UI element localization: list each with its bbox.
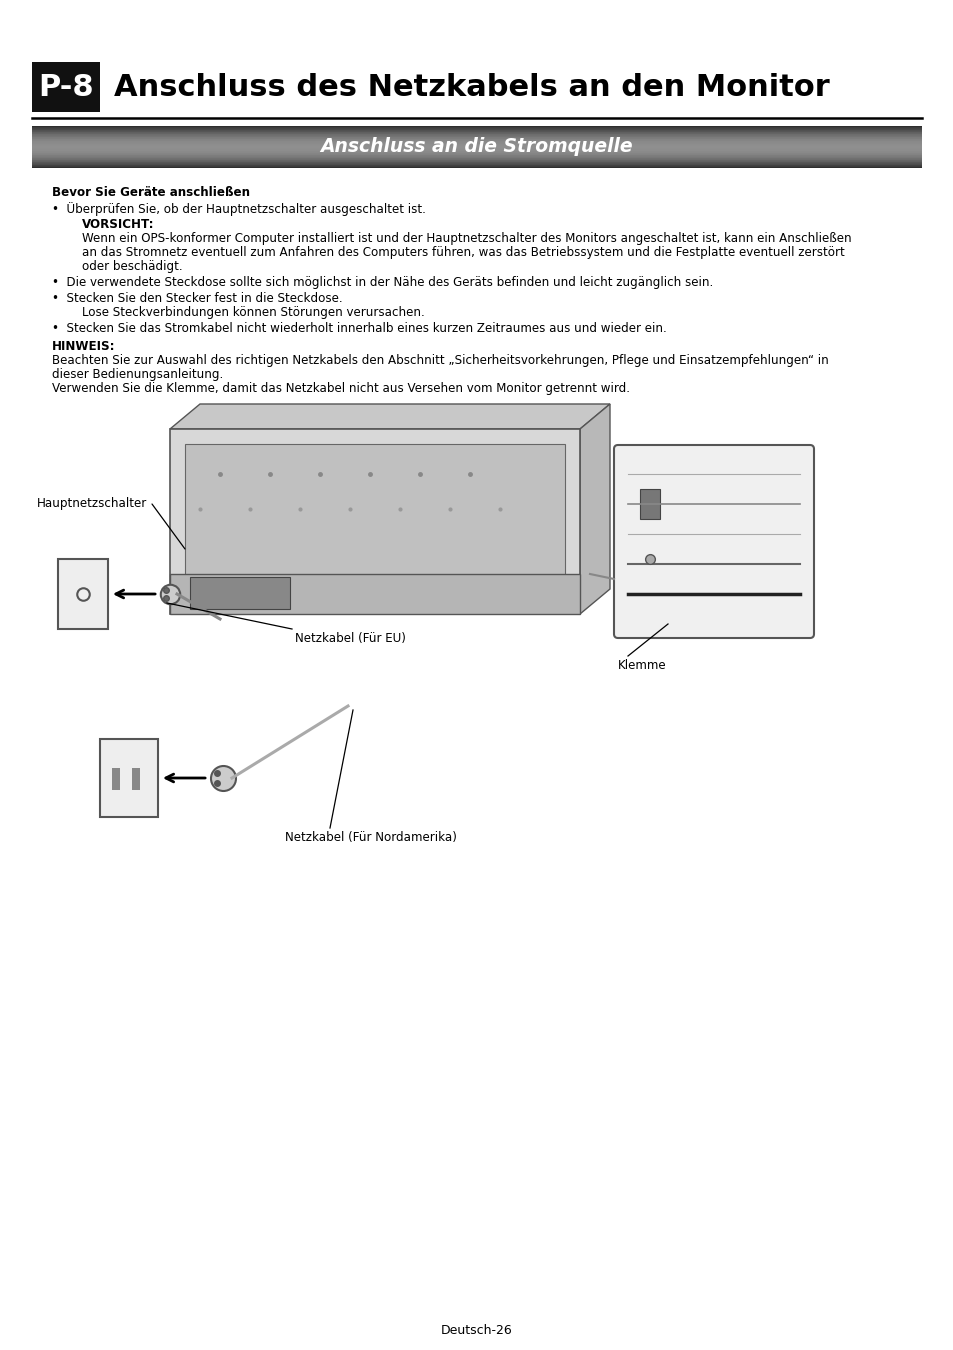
- Text: •  Stecken Sie den Stecker fest in die Steckdose.: • Stecken Sie den Stecker fest in die St…: [52, 292, 342, 305]
- Polygon shape: [170, 404, 609, 429]
- Text: •  Überprüfen Sie, ob der Hauptnetzschalter ausgeschaltet ist.: • Überprüfen Sie, ob der Hauptnetzschalt…: [52, 202, 425, 216]
- Bar: [32, 62, 100, 112]
- Text: Bevor Sie Geräte anschließen: Bevor Sie Geräte anschließen: [52, 186, 250, 198]
- Bar: [170, 429, 579, 614]
- Text: HINWEIS:: HINWEIS:: [52, 340, 115, 352]
- Bar: [132, 768, 140, 790]
- Bar: [185, 444, 564, 599]
- Text: Hauptnetzschalter: Hauptnetzschalter: [37, 498, 147, 510]
- Text: dieser Bedienungsanleitung.: dieser Bedienungsanleitung.: [52, 369, 223, 381]
- Text: oder beschädigt.: oder beschädigt.: [82, 261, 182, 273]
- Bar: [170, 574, 579, 614]
- Polygon shape: [579, 404, 609, 614]
- Text: VORSICHT:: VORSICHT:: [82, 217, 154, 231]
- Text: Deutsch-26: Deutsch-26: [440, 1323, 513, 1336]
- Bar: [639, 489, 659, 518]
- Text: Wenn ein OPS-konformer Computer installiert ist und der Hauptnetzschalter des Mo: Wenn ein OPS-konformer Computer installi…: [82, 232, 851, 244]
- Text: Netzkabel (Für Nordamerika): Netzkabel (Für Nordamerika): [285, 832, 456, 844]
- Text: •  Stecken Sie das Stromkabel nicht wiederholt innerhalb eines kurzen Zeitraumes: • Stecken Sie das Stromkabel nicht wiede…: [52, 323, 666, 335]
- Bar: [100, 738, 158, 817]
- Bar: [190, 576, 290, 609]
- Text: Verwenden Sie die Klemme, damit das Netzkabel nicht aus Versehen vom Monitor get: Verwenden Sie die Klemme, damit das Netz…: [52, 382, 629, 396]
- Text: Lose Steckverbindungen können Störungen verursachen.: Lose Steckverbindungen können Störungen …: [82, 306, 424, 319]
- Text: •  Die verwendete Steckdose sollte sich möglichst in der Nähe des Geräts befinde: • Die verwendete Steckdose sollte sich m…: [52, 275, 713, 289]
- Text: Klemme: Klemme: [618, 659, 666, 672]
- Text: Anschluss des Netzkabels an den Monitor: Anschluss des Netzkabels an den Monitor: [113, 73, 829, 101]
- Bar: [112, 768, 120, 790]
- Text: an das Stromnetz eventuell zum Anfahren des Computers führen, was das Betriebssy: an das Stromnetz eventuell zum Anfahren …: [82, 246, 843, 259]
- Text: Anschluss an die Stromquelle: Anschluss an die Stromquelle: [320, 138, 633, 157]
- Text: P-8: P-8: [38, 73, 93, 101]
- Text: Netzkabel (Für EU): Netzkabel (Für EU): [294, 632, 405, 645]
- FancyBboxPatch shape: [614, 446, 813, 639]
- Bar: [58, 559, 108, 629]
- Text: Beachten Sie zur Auswahl des richtigen Netzkabels den Abschnitt „Sicherheitsvork: Beachten Sie zur Auswahl des richtigen N…: [52, 354, 828, 367]
